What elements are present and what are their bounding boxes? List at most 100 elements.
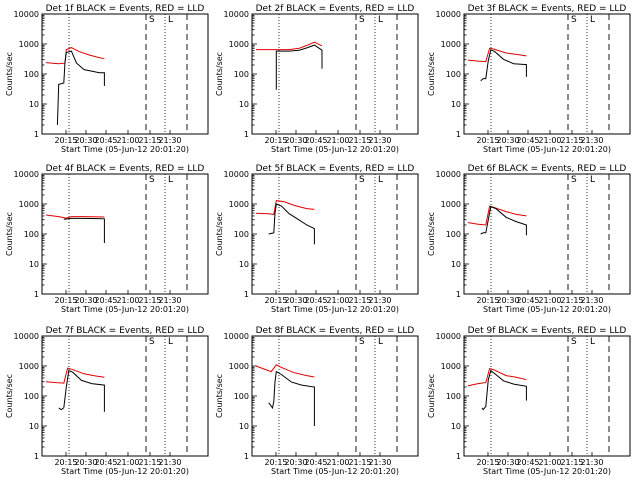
y-tick-label: 1000 <box>19 40 39 49</box>
x-tick-label: 21:00 <box>116 136 139 145</box>
x-tick-label: 21:30 <box>368 296 391 305</box>
y-tick-label: 10000 <box>14 332 39 341</box>
panel-title: Det 6f BLACK = Events, RED = LLD <box>468 164 627 174</box>
x-tick-label: 21:15 <box>138 296 161 305</box>
s-marker-label: S <box>359 175 365 185</box>
y-tick-label: 1000 <box>441 40 461 49</box>
plot-frame <box>41 13 209 135</box>
y-tick-label: 10 <box>29 100 39 109</box>
l-marker-label: L <box>378 15 383 25</box>
y-tick-label: 10000 <box>14 170 39 179</box>
x-tick-label: 20:30 <box>284 136 307 145</box>
y-tick-label: 10000 <box>224 170 249 179</box>
lld-series-line <box>45 367 105 384</box>
s-marker-label: S <box>359 15 365 25</box>
x-tick-label: 20:45 <box>304 458 327 467</box>
x-tick-label: 20:45 <box>94 458 117 467</box>
x-tick-label: 21:15 <box>138 136 161 145</box>
y-tick-label: 10000 <box>14 10 39 19</box>
l-marker-label: L <box>590 15 595 25</box>
events-series-line <box>268 370 315 426</box>
panel-det-7: Det 7f BLACK = Events, RED = LLD 1 10 100 10… <box>5 326 209 476</box>
y-tick-label: 1000 <box>441 200 461 209</box>
l-marker-label: L <box>378 337 383 347</box>
panel-title: Det 8f BLACK = Events, RED = LLD <box>256 326 415 336</box>
x-tick-label: 21:30 <box>580 458 603 467</box>
y-tick-label: 1 <box>34 130 39 139</box>
y-tick-label: 10 <box>239 100 249 109</box>
events-series-line <box>275 44 323 90</box>
y-tick-label: 1000 <box>229 200 249 209</box>
x-tick-label: 20:30 <box>496 458 519 467</box>
y-tick-label: 10 <box>29 422 39 431</box>
l-marker-label: L <box>378 175 383 185</box>
x-tick-label: 21:00 <box>326 296 349 305</box>
x-tick-label: 21:00 <box>538 458 561 467</box>
y-axis-label: Counts/sec <box>427 52 436 96</box>
s-marker-label: S <box>571 15 577 25</box>
x-tick-label: 21:15 <box>348 458 371 467</box>
x-axis-label: Start Time (05-Jun-12 20:01:20) <box>483 145 611 154</box>
y-tick-label: 1 <box>244 130 249 139</box>
x-tick-label: 20:30 <box>74 458 97 467</box>
y-axis-label: Counts/sec <box>215 374 224 418</box>
x-tick-label: 20:45 <box>304 296 327 305</box>
y-axis-label: Counts/sec <box>5 52 14 96</box>
x-tick-label: 20:15 <box>54 136 77 145</box>
lld-series-line <box>467 367 527 387</box>
x-tick-label: 21:00 <box>326 136 349 145</box>
x-tick-label: 20:30 <box>496 296 519 305</box>
panel-title: Det 2f BLACK = Events, RED = LLD <box>256 4 415 14</box>
x-tick-label: 21:30 <box>580 296 603 305</box>
plot-frame <box>41 335 209 457</box>
s-marker-label: S <box>571 175 577 185</box>
x-tick-label: 21:30 <box>158 296 181 305</box>
lld-series-line <box>45 47 105 65</box>
lld-series-line <box>255 364 315 378</box>
y-tick-label: 100 <box>234 392 249 401</box>
x-tick-label: 20:45 <box>516 458 539 467</box>
s-marker-label: S <box>571 337 577 347</box>
y-tick-label: 100 <box>24 392 39 401</box>
y-tick-label: 1 <box>456 290 461 299</box>
x-tick-label: 21:15 <box>560 136 583 145</box>
x-axis-label: Start Time (05-Jun-12 20:01:20) <box>271 305 399 314</box>
y-axis-label: Counts/sec <box>427 374 436 418</box>
x-tick-label: 21:00 <box>538 296 561 305</box>
y-tick-label: 10 <box>451 100 461 109</box>
panel-det-4: Det 4f BLACK = Events, RED = LLD 1 10 100 10… <box>5 164 209 314</box>
x-tick-label: 20:15 <box>476 136 499 145</box>
x-tick-label: 21:00 <box>116 296 139 305</box>
l-marker-label: L <box>590 175 595 185</box>
x-axis-label: Start Time (05-Jun-12 20:01:20) <box>271 145 399 154</box>
y-tick-label: 100 <box>234 230 249 239</box>
x-tick-label: 20:45 <box>516 296 539 305</box>
x-axis-label: Start Time (05-Jun-12 20:01:20) <box>61 467 189 476</box>
plot-frame <box>251 13 419 135</box>
y-tick-label: 1000 <box>229 362 249 371</box>
l-marker-label: L <box>168 175 173 185</box>
x-tick-label: 20:30 <box>496 136 519 145</box>
y-axis-label: Counts/sec <box>5 212 14 256</box>
panel-det-8: Det 8f BLACK = Events, RED = LLD 1 10 100 10… <box>215 326 419 476</box>
y-tick-label: 1 <box>456 452 461 461</box>
plot-frame <box>463 13 631 135</box>
x-tick-label: 20:45 <box>516 136 539 145</box>
x-axis-label: Start Time (05-Jun-12 20:01:20) <box>483 467 611 476</box>
panel-title: Det 7f BLACK = Events, RED = LLD <box>46 326 205 336</box>
y-tick-label: 100 <box>24 70 39 79</box>
l-marker-label: L <box>168 337 173 347</box>
x-tick-label: 20:15 <box>476 296 499 305</box>
plot-frame <box>463 173 631 295</box>
panel-title: Det 3f BLACK = Events, RED = LLD <box>468 4 627 14</box>
y-tick-label: 10 <box>239 260 249 269</box>
x-tick-label: 21:15 <box>348 136 371 145</box>
y-tick-label: 10000 <box>436 10 461 19</box>
y-tick-label: 10 <box>239 422 249 431</box>
y-tick-label: 10000 <box>436 332 461 341</box>
x-axis-label: Start Time (05-Jun-12 20:01:20) <box>61 305 189 314</box>
x-tick-label: 21:30 <box>158 136 181 145</box>
panel-det-1: Det 1f BLACK = Events, RED = LLD 1 10 100 10… <box>5 4 209 154</box>
lld-series-line <box>256 41 323 51</box>
